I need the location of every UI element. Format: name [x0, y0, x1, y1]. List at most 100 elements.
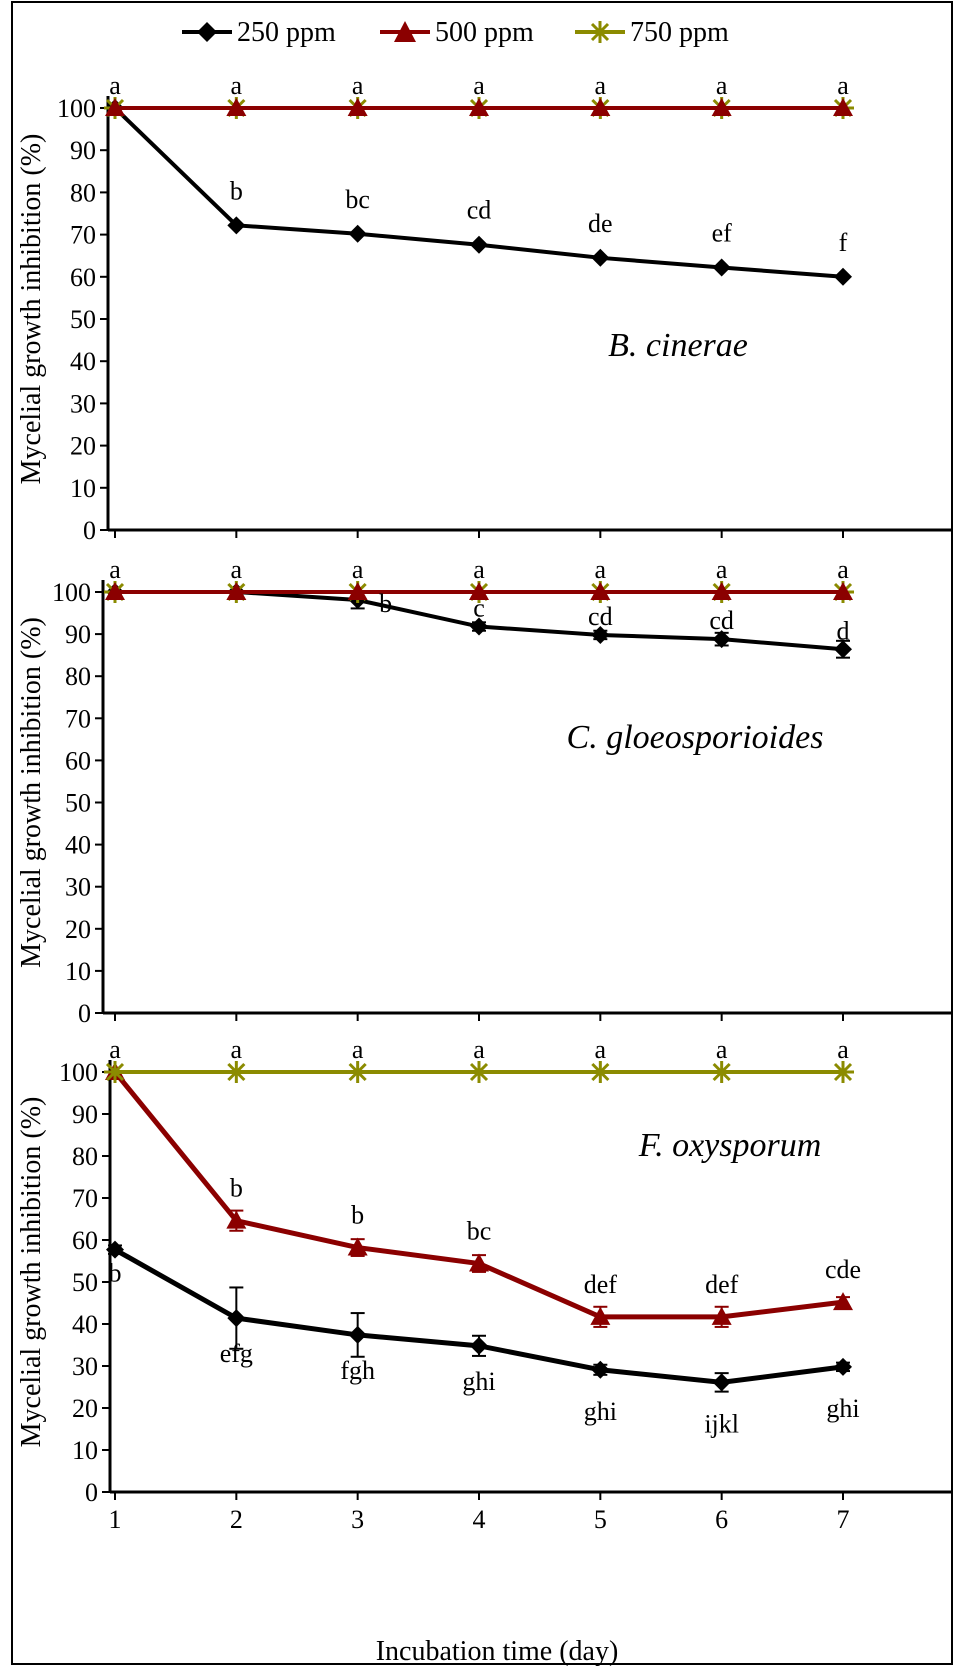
data-point	[833, 98, 853, 116]
asterisk-stroke	[105, 1062, 125, 1082]
significance-letter: a	[473, 71, 485, 100]
significance-letter: ijkl	[704, 1409, 739, 1438]
x-tick-label: 6	[715, 1505, 728, 1534]
data-point	[834, 640, 852, 659]
significance-letter: b	[351, 1201, 364, 1230]
significance-letter: a	[716, 555, 728, 584]
data-point	[832, 1061, 854, 1083]
data-point	[711, 98, 732, 116]
y-tick-label: 50	[65, 789, 91, 818]
legend-diamond-icon	[197, 22, 217, 42]
data-point	[591, 625, 610, 644]
data-point	[589, 1061, 612, 1083]
data-point	[590, 98, 611, 116]
y-tick-label: 0	[85, 1478, 98, 1507]
data-point	[712, 258, 731, 277]
y-tick-label: 10	[72, 1436, 98, 1465]
significance-letter: a	[837, 555, 849, 584]
significance-letter: a	[837, 1035, 849, 1064]
significance-letter: cd	[588, 602, 613, 631]
significance-letter: bc	[345, 185, 370, 214]
data-point	[227, 216, 246, 235]
data-point	[469, 1253, 489, 1272]
y-tick-label: 80	[70, 178, 96, 207]
y-tick-label: 80	[65, 662, 91, 691]
y-tick-label: 100	[57, 94, 96, 123]
asterisk-stroke	[469, 1062, 489, 1082]
data-point	[711, 582, 732, 600]
data-point	[712, 630, 731, 649]
significance-letter: fgh	[340, 1356, 375, 1385]
significance-letter: def	[705, 1270, 739, 1299]
y-axis-title: Mycelial growth inhibition (%)	[16, 617, 47, 968]
x-tick-label: 4	[473, 1505, 486, 1534]
significance-letter: b	[109, 1259, 122, 1288]
data-point	[834, 1357, 852, 1376]
significance-letter: efg	[220, 1339, 253, 1368]
legend-label-750: 750 ppm	[630, 17, 729, 48]
data-point	[833, 582, 853, 600]
legend-item-250: 250 ppm	[182, 17, 336, 48]
significance-letter: def	[584, 1270, 618, 1299]
y-axis-title: Mycelial growth inhibition (%)	[16, 134, 47, 485]
asterisk-stroke	[591, 1062, 610, 1082]
data-point	[347, 98, 368, 116]
y-tick-label: 90	[72, 1100, 98, 1129]
significance-letter: a	[595, 1035, 607, 1064]
significance-letter: a	[473, 555, 485, 584]
significance-letter: a	[109, 71, 121, 100]
data-point	[346, 1061, 369, 1083]
significance-letter: a	[352, 555, 364, 584]
significance-letter: a	[595, 71, 607, 100]
data-point	[347, 582, 368, 600]
y-axis-title: Mycelial growth inhibition (%)	[16, 1097, 47, 1448]
data-point	[104, 1061, 126, 1083]
significance-letter: d	[837, 616, 850, 645]
x-tick-label: 7	[837, 1505, 850, 1534]
data-point	[712, 1373, 731, 1392]
significance-letter: ghi	[584, 1397, 617, 1426]
y-tick-label: 60	[65, 746, 91, 775]
y-tick-label: 80	[72, 1142, 98, 1171]
panel-f-oxysporum: 0 10 20 30 40 50 60 70 80 90 100 1 2 3 4 5 6 7 Mycelial gr…	[16, 1035, 952, 1667]
y-tick-label: 10	[65, 957, 91, 986]
y-tick-label: 70	[70, 221, 96, 250]
data-point	[834, 267, 852, 286]
data-point	[226, 582, 247, 600]
panel-title: B. cinerae	[608, 327, 748, 364]
y-tick-label: 30	[65, 873, 91, 902]
significance-letter: a	[352, 1035, 364, 1064]
x-axis-title: Incubation time (day)	[376, 1636, 619, 1667]
significance-letter: a	[716, 71, 728, 100]
data-point	[833, 1292, 853, 1311]
data-point	[470, 235, 488, 254]
data-point	[226, 1210, 247, 1229]
significance-letter: bc	[467, 1217, 492, 1246]
significance-letter: a	[109, 1035, 121, 1064]
data-point	[348, 224, 367, 243]
significance-letter: a	[716, 1035, 728, 1064]
y-tick-label: 0	[78, 999, 91, 1028]
y-tick-label: 30	[72, 1352, 98, 1381]
significance-letter: a	[837, 71, 849, 100]
y-tick-label: 30	[70, 389, 96, 418]
data-point	[226, 98, 247, 116]
legend-triangle-icon	[394, 21, 416, 42]
significance-letter: a	[595, 555, 607, 584]
significance-letter: a	[109, 555, 121, 584]
data-point	[590, 582, 611, 600]
y-tick-label: 40	[70, 347, 96, 376]
y-tick-label: 20	[72, 1394, 98, 1423]
legend-asterisk-icon	[589, 21, 611, 43]
y-tick-label: 20	[70, 432, 96, 461]
data-point	[347, 1237, 368, 1256]
significance-letter: a	[473, 1035, 485, 1064]
x-tick-label: 2	[230, 1505, 243, 1534]
significance-letter: b	[379, 589, 392, 618]
significance-letter: de	[588, 209, 613, 238]
significance-letter: c	[473, 594, 485, 623]
panel-b-cinerae: 0 10 20 30 40 50 60 70 80 90 100 Mycelial growth in…	[16, 71, 952, 545]
data-point	[470, 1336, 488, 1355]
y-tick-label: 0	[83, 516, 96, 545]
